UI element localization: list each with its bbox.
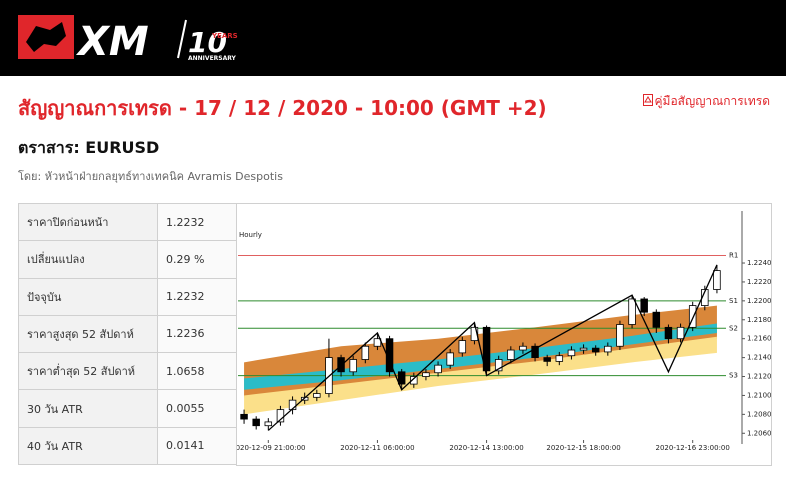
x-tick-label: 2020-12-11 06:00:00	[340, 444, 414, 452]
candle-body	[688, 305, 697, 328]
level-label: S2	[729, 324, 738, 332]
y-tick-label: 1.2140	[747, 354, 772, 362]
candle-body	[434, 364, 442, 374]
candle-body	[349, 359, 357, 373]
logo-text: XM	[75, 19, 149, 65]
candle-body	[410, 376, 418, 385]
candle-body	[470, 326, 479, 341]
level-label: S3	[729, 372, 738, 380]
table-row: ราคาต่ำสุด 52 สัปดาห์ 1.0658	[18, 352, 237, 391]
candle-body	[664, 326, 673, 340]
candle-body	[422, 372, 430, 377]
candle-body	[519, 345, 527, 351]
row-value: 1.0658	[157, 352, 237, 391]
candle-body	[373, 338, 382, 347]
candle-body	[240, 413, 248, 420]
stats-table: ราคาปิดก่อนหน้า 1.2232 เปลี่ยนแปลง 0.29 % ปั…	[18, 202, 237, 466]
table-row: เปลี่ยนแปลง 0.29 %	[18, 240, 237, 279]
candle-body	[628, 298, 636, 325]
row-value: 1.2236	[157, 314, 237, 354]
candle-body	[579, 347, 588, 351]
band	[244, 323, 717, 390]
logo: XM 10 YEARS ANNIVERSARY	[18, 15, 238, 65]
guide-text: คู่มือสัญญาณการเทรด	[654, 94, 771, 108]
y-tick-label: 1.2120	[747, 373, 772, 381]
header: XM 10 YEARS ANNIVERSARY	[0, 0, 786, 76]
y-tick-label: 1.2080	[747, 410, 772, 418]
candle-body	[604, 345, 612, 353]
candle-body	[640, 298, 648, 313]
zigzag-line	[267, 264, 718, 431]
row-label: ปัจจุบัน	[18, 277, 158, 316]
row-label: เปลี่ยนแปลง	[18, 240, 158, 279]
row-label: ราคาสูงสุด 52 สัปดาห์	[18, 314, 158, 354]
row-value: 0.0055	[157, 389, 237, 428]
row-value: 1.2232	[157, 202, 237, 242]
candle-body	[494, 359, 503, 372]
candle-body	[264, 421, 273, 427]
x-tick-label: 2020-12-14 13:00:00	[449, 444, 523, 452]
instrument: ตราสาร: EURUSD	[18, 138, 160, 157]
page-title: สัญญาณการเทรด - 17 / 12 / 2020 - 10:00 (…	[18, 96, 547, 120]
row-label: ราคาปิดก่อนหน้า	[18, 202, 158, 242]
x-tick-label: 2020-12-15 18:00:00	[546, 444, 620, 452]
logo-bull	[26, 22, 66, 52]
candle-body	[385, 338, 394, 373]
author: โดย: หัวหน้าฝ่ายกลยุทธ์ทางเทคนิค Avramis…	[18, 170, 283, 183]
y-tick-label: 1.2160	[747, 335, 772, 343]
candle-body	[652, 311, 661, 328]
y-tick-label: 1.2180	[747, 316, 772, 324]
chart-title: Hourly	[239, 231, 262, 239]
y-tick-label: 1.2100	[747, 391, 772, 399]
candle-body	[616, 324, 624, 347]
table-row: ปัจจุบัน 1.2232	[18, 277, 237, 316]
candle-body	[507, 349, 515, 360]
table-row: 30 วัน ATR 0.0055	[18, 389, 237, 428]
y-tick-label: 1.2240	[747, 259, 772, 267]
table-row: ราคาปิดก่อนหน้า 1.2232	[18, 202, 237, 242]
candle-body	[676, 326, 685, 340]
candle-body	[543, 357, 551, 362]
row-value: 0.0141	[157, 426, 237, 466]
chart: Hourly 1.2060 1.2080 1.2100 1.2120 1.2140 1.21…	[236, 203, 772, 466]
level-label: S1	[729, 297, 738, 305]
candle-body	[313, 393, 321, 398]
table-row: 40 วัน ATR 0.0141	[18, 426, 237, 466]
candle-body	[458, 340, 467, 354]
row-label: 40 วัน ATR	[18, 426, 158, 466]
candle-body	[713, 270, 721, 290]
x-tick-label: 2020-12-09 21:00:00	[236, 444, 305, 452]
y-tick-label: 1.2220	[747, 278, 772, 286]
y-tick-label: 1.2060	[747, 429, 772, 437]
row-value: 0.29 %	[157, 240, 237, 279]
candle-body	[397, 371, 406, 385]
x-tick-label: 2020-12-16 23:00:00	[656, 444, 730, 452]
logo-badge: 10	[188, 26, 227, 59]
guide-link[interactable]: คู่มือสัญญาณการเทรด	[642, 92, 771, 111]
row-label: 30 วัน ATR	[18, 389, 158, 428]
logo-divider	[177, 19, 187, 59]
candle-body	[482, 326, 491, 372]
row-value: 1.2232	[157, 277, 237, 316]
pdf-icon	[642, 94, 653, 106]
logo-badge-bottom: ANNIVERSARY	[188, 55, 237, 62]
table-row: ราคาสูงสุด 52 สัปดาห์ 1.2236	[18, 314, 237, 354]
y-tick-label: 1.2200	[747, 297, 772, 305]
candle-body	[555, 355, 564, 362]
candle-body	[446, 352, 454, 366]
candle-body	[252, 418, 260, 427]
row-label: ราคาต่ำสุด 52 สัปดาห์	[18, 352, 158, 391]
level-label: R1	[729, 251, 738, 259]
candle-body	[531, 345, 539, 359]
candle-body	[591, 347, 600, 353]
candle-body	[361, 345, 370, 360]
logo-badge-top: YEARS	[211, 32, 238, 40]
candle-body	[567, 349, 576, 357]
